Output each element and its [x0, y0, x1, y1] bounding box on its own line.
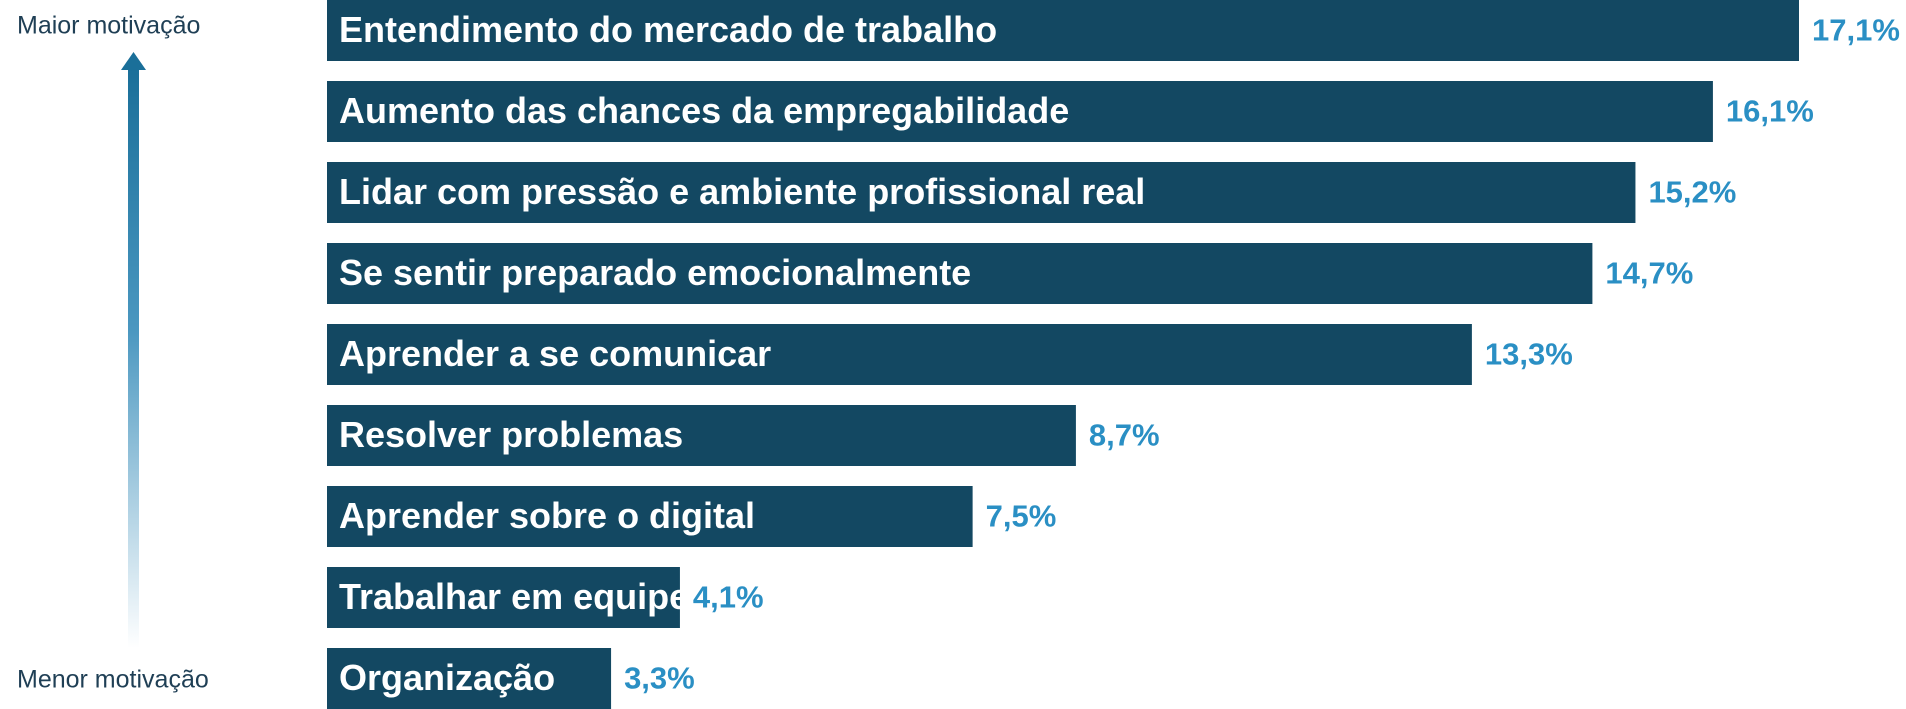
bar — [327, 243, 1593, 304]
bar — [327, 81, 1713, 142]
bar — [327, 567, 680, 628]
value-label: 13,3% — [1485, 337, 1573, 372]
motivation-arrow-shaft — [128, 68, 139, 648]
category-label: Aprender a se comunicar — [339, 333, 771, 374]
bar — [327, 0, 1799, 61]
category-label: Resolver problemas — [339, 414, 683, 455]
top-annotation: Maior motivação — [17, 12, 200, 40]
category-label: Aprender sobre o digital — [339, 495, 755, 536]
value-label: 4,1% — [693, 580, 764, 615]
category-label: Lidar com pressão e ambiente profissiona… — [339, 171, 1145, 212]
value-label: 7,5% — [986, 499, 1057, 534]
category-label: Entendimento do mercado de trabalho — [339, 9, 997, 50]
value-label: 15,2% — [1648, 175, 1736, 210]
motivation-arrow-head — [121, 52, 146, 70]
bottom-annotation: Menor motivação — [17, 666, 209, 694]
category-label: Se sentir preparado emocionalmente — [339, 252, 971, 293]
value-label: 8,7% — [1089, 418, 1160, 453]
value-label: 16,1% — [1726, 94, 1814, 129]
value-label: 14,7% — [1605, 256, 1693, 291]
category-label: Trabalhar em equipe — [339, 576, 689, 617]
bar — [327, 486, 973, 547]
bar — [327, 405, 1076, 466]
value-label: 17,1% — [1812, 13, 1900, 48]
category-label: Organização — [339, 657, 555, 698]
bar — [327, 162, 1636, 223]
bar — [327, 324, 1472, 385]
category-label: Aumento das chances da empregabilidade — [339, 90, 1069, 131]
value-label: 3,3% — [624, 661, 695, 696]
bar — [327, 648, 612, 709]
